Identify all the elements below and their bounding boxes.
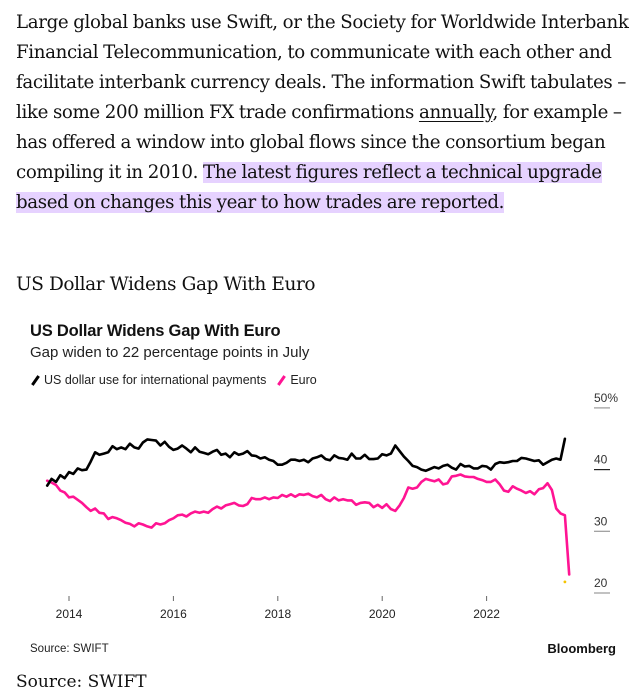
- x-tick-label: 2014: [56, 607, 83, 621]
- y-tick-label: 40: [594, 453, 608, 467]
- y-tick-label: 30: [594, 514, 608, 528]
- chart-plot: 50% 40 30 20 2014 2016 2018 2020 2022: [45, 391, 618, 621]
- legend-label-usd: US dollar use for international payments: [44, 373, 267, 387]
- legend-label-euro: Euro: [290, 373, 317, 387]
- y-tick-label: 20: [594, 576, 608, 590]
- legend-item-usd: US dollar use for international payments: [30, 373, 266, 387]
- series-lines: [45, 437, 571, 584]
- series-line-usd: [45, 437, 567, 487]
- chart-source: Source: SWIFT: [30, 643, 109, 655]
- x-axis: 2014 2016 2018 2020 2022: [56, 596, 500, 621]
- y-tick-label: 50%: [594, 391, 618, 405]
- legend-item-euro: Euro: [276, 373, 317, 387]
- x-tick-label: 2022: [473, 607, 500, 621]
- x-tick-label: 2020: [369, 607, 396, 621]
- chart-subtitle: Gap widen to 22 percentage points in Jul…: [30, 344, 310, 361]
- article-paragraph: Large global banks use Swift, or the Soc…: [16, 8, 636, 218]
- chart-heading: US Dollar Widens Gap With Euro: [16, 274, 316, 295]
- chart-title: US Dollar Widens Gap With Euro: [30, 322, 281, 340]
- y-axis: 50% 40 30 20: [594, 391, 618, 594]
- source-caption: Source: SWIFT: [16, 672, 147, 692]
- bloomberg-logo: Bloomberg: [547, 641, 616, 656]
- series-line-euro: [45, 473, 571, 576]
- x-tick-label: 2016: [160, 607, 187, 621]
- latest-point-marker: [563, 580, 567, 584]
- paragraph-text-continued: , for example – has offered a window int…: [16, 102, 622, 183]
- annually-link[interactable]: annually: [418, 102, 493, 123]
- chart-legend: US dollar use for international payments…: [30, 373, 323, 387]
- chart-figure: US Dollar Widens Gap With Euro Gap widen…: [0, 310, 638, 670]
- x-tick-label: 2018: [264, 607, 291, 621]
- paragraph-text: Large global banks use Swift, or the Soc…: [16, 12, 629, 123]
